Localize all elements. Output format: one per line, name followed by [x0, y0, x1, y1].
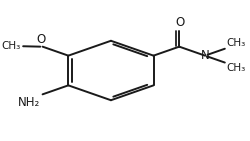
Text: O: O	[37, 33, 46, 46]
Text: NH₂: NH₂	[18, 96, 40, 109]
Text: CH₃: CH₃	[226, 38, 245, 48]
Text: O: O	[176, 16, 185, 29]
Text: N: N	[201, 49, 209, 62]
Text: CH₃: CH₃	[226, 63, 245, 73]
Text: CH₃: CH₃	[2, 41, 21, 51]
